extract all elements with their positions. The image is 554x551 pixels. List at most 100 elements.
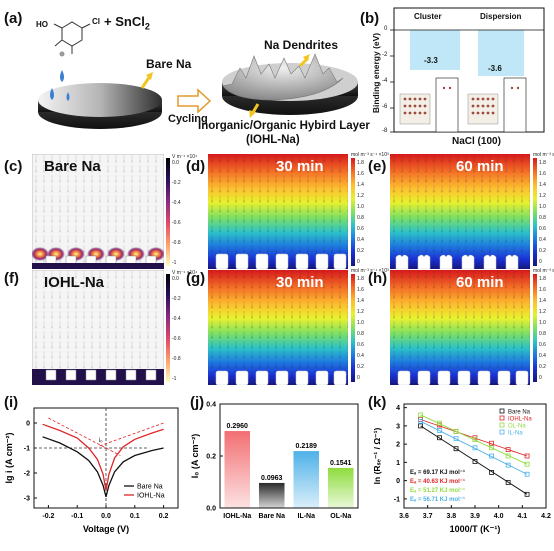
y-tick-label: 0.4 [206,402,216,409]
d-cb-tick: 1.8 [357,160,364,166]
x-tick-label: 3.8 [446,513,456,520]
e-cb-tick: 0.8 [539,215,546,221]
y-tick-label: 1 [396,460,400,467]
data-point [505,480,511,485]
panel-a-schematic [38,21,358,129]
legend-label: IOHL-Na [508,417,532,423]
h-cb-tick: 0.4 [539,353,546,359]
x-tick-label: 4.1 [517,513,527,520]
cycling-arrow [177,88,212,114]
y-tick-label: -1 [394,496,400,503]
x-tick-label: Bare Na [259,513,286,520]
activation-energy-label: Eₐ = 69.17 KJ mol⁻¹ [410,469,465,476]
bar-il-na [293,451,320,508]
data-point [453,446,459,452]
bar-ol-na [327,467,354,508]
e-cb-tick: 1.0 [539,204,546,210]
molecule-atom [59,51,65,57]
panel-h-label: (h) [368,270,388,287]
d-cb-unit: mol m⁻³ s⁻¹ ×10³ [351,152,389,158]
g-cb-tick: 0.2 [357,364,364,370]
reagent-label: + SnCl2 [104,14,150,32]
b-xlabel: NaCl (100) [452,136,501,147]
d-cb-tick: 1.4 [357,182,364,188]
h-cb-tick: 0.8 [539,331,546,337]
data-point [472,459,478,464]
y-axis-label: lg i (A cm⁻²) [4,433,14,484]
cycling-label: Cycling [168,113,208,125]
panel-g-field [208,270,348,385]
bar-bare na [258,482,285,508]
data-point [524,471,530,477]
b-ytick: -6 [382,104,388,110]
activation-energy-label: Eₐ = 40.63 KJ mol⁻¹ [410,478,465,485]
d-cb-tick: 0.2 [357,248,364,254]
dashed-guide [97,422,164,448]
chart-i: -0.2 -0.1 0.0 0.1 0.2 0 -1 -2 -3 Voltage (V) lg i … [4,407,179,534]
d-cb-tick: 0.4 [357,237,364,243]
x-axis-label: 1000/T (K⁻¹) [450,524,501,534]
oh-label: HO [36,20,48,29]
data-point [524,453,530,459]
h-cb-tick: 0.2 [539,364,546,370]
data-point [437,435,442,441]
c-title: Bare Na [44,158,101,175]
c-cb-tick: -1 [172,260,177,266]
panel-e-field [390,154,530,269]
x-tick-label: 0.0 [101,513,111,520]
c-cb-unit: V m⁻¹ ×10⁴ [172,154,198,160]
h-cb-tick: 1.6 [539,287,546,293]
legend-swatch [499,408,505,414]
d-cb-tick: 1.6 [357,171,364,177]
c-cb-tick: -0.4 [172,200,181,206]
bar-value-label: 0.2189 [296,443,318,450]
e-cb-unit: mol m⁻³ s⁻¹ ×10³ [533,152,554,158]
panel-k-label: (k) [368,394,387,411]
f-cb-unit: V m⁻¹ ×10⁴ [172,270,198,276]
e-cb-tick: 1.6 [539,171,546,177]
data-point [505,462,511,468]
bar-iohl-na [224,431,251,508]
e-cb-tick: 1.4 [539,182,546,188]
x-tick-label: 4.2 [541,513,551,520]
legend-swatch [499,422,505,428]
droplet [60,70,64,82]
layer-label-1: Inorganic/Organic Hybird Layer [198,120,370,132]
x-tick-label: -0.1 [71,513,83,520]
f-cb-tick: -0.6 [172,336,181,342]
b-col-cluster: Cluster [414,12,442,21]
data-point [418,412,423,418]
g-title: 30 min [276,274,324,291]
b-ytick: -8 [382,128,388,134]
data-point [472,445,478,451]
legend-label: IOHL-Na [137,493,165,500]
y-tick-label: 3 [396,423,400,430]
chart-k: 3.6 3.7 3.8 3.9 4.0 4.1 4.2 -1 0 1 2 3 4 1000/T (K⁻¹)… [372,403,551,534]
e-cb-tick: 0 [539,259,542,265]
dashed-guide [48,417,121,456]
g-cb-tick: 0.8 [357,331,364,337]
panel-i-label: (i) [4,394,19,411]
panel-c-label: (c) [4,158,23,175]
x-tick-label: 4.0 [494,513,504,520]
f-cb-tick: 0.0 [172,276,179,282]
bar-value-label: 0.1541 [330,460,352,467]
panel-c-field [32,154,164,269]
legend-label: IL-Na [508,431,523,437]
y-tick-label: 0.2 [206,454,216,461]
g-cb-tick: 1.0 [357,320,364,326]
panel-d-field [208,154,348,269]
data-point [472,437,478,442]
f-title: IOHL-Na [44,274,104,291]
series-line-bare-na [42,436,164,497]
phenol-molecule [53,21,91,54]
data-point [524,491,530,497]
g-cb-unit: mol m⁻³ s⁻¹ ×10³ [351,268,389,274]
d-cb-tick: 1.0 [357,204,364,210]
y-tick-label: 0.0 [206,506,216,513]
data-point [453,428,459,434]
series-line-iohl-na [42,423,164,491]
x-tick-label: 3.7 [423,513,433,520]
h-colorbar [533,274,537,382]
